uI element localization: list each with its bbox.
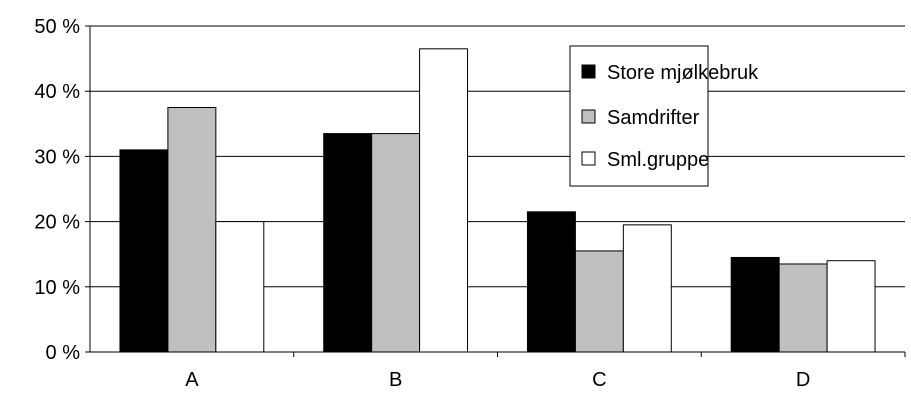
legend-swatch-sml-gruppe — [581, 151, 596, 166]
bar-A-series-2 — [215, 221, 265, 353]
bar-D-series-0 — [730, 256, 780, 353]
x-tick-label: D — [796, 369, 810, 391]
bar-B-series-2 — [419, 48, 469, 353]
bar-C-series-0 — [526, 211, 576, 353]
y-tick-label: 20 % — [34, 212, 80, 234]
legend-swatch-samdrifter — [581, 109, 596, 124]
x-tick-label: B — [389, 369, 402, 391]
bar-B-series-0 — [323, 133, 373, 353]
legend-label-samdrifter: Samdrifter — [607, 107, 700, 129]
bars — [119, 48, 876, 353]
legend-label-sml-gruppe: Sml.gruppe — [607, 149, 709, 171]
y-tick-label: 40 % — [34, 81, 80, 103]
x-tick-label: A — [185, 369, 199, 391]
bar-A-series-1 — [167, 107, 217, 353]
legend: Store mjølkebruk Samdrifter Sml.gruppe — [569, 45, 759, 187]
legend-label-store-mjolkebruk: Store mjølkebruk — [607, 62, 759, 84]
bar-C-series-1 — [574, 250, 624, 353]
y-tick-label: 10 % — [34, 277, 80, 299]
bar-D-series-2 — [826, 260, 876, 353]
y-tick-label: 0 % — [46, 342, 81, 364]
legend-swatch-store-mjolkebruk — [581, 64, 596, 79]
bar-A-series-0 — [119, 149, 169, 353]
x-ticks: A B C D — [185, 352, 906, 391]
y-tick-label: 50 % — [34, 16, 80, 38]
y-ticks: 0 % 10 % 20 % 30 % 40 % 50 % — [34, 16, 90, 364]
y-tick-label: 30 % — [34, 146, 80, 168]
bar-D-series-1 — [778, 263, 828, 353]
bar-C-series-2 — [622, 224, 672, 353]
bar-B-series-1 — [371, 133, 421, 353]
x-tick-label: C — [592, 369, 606, 391]
